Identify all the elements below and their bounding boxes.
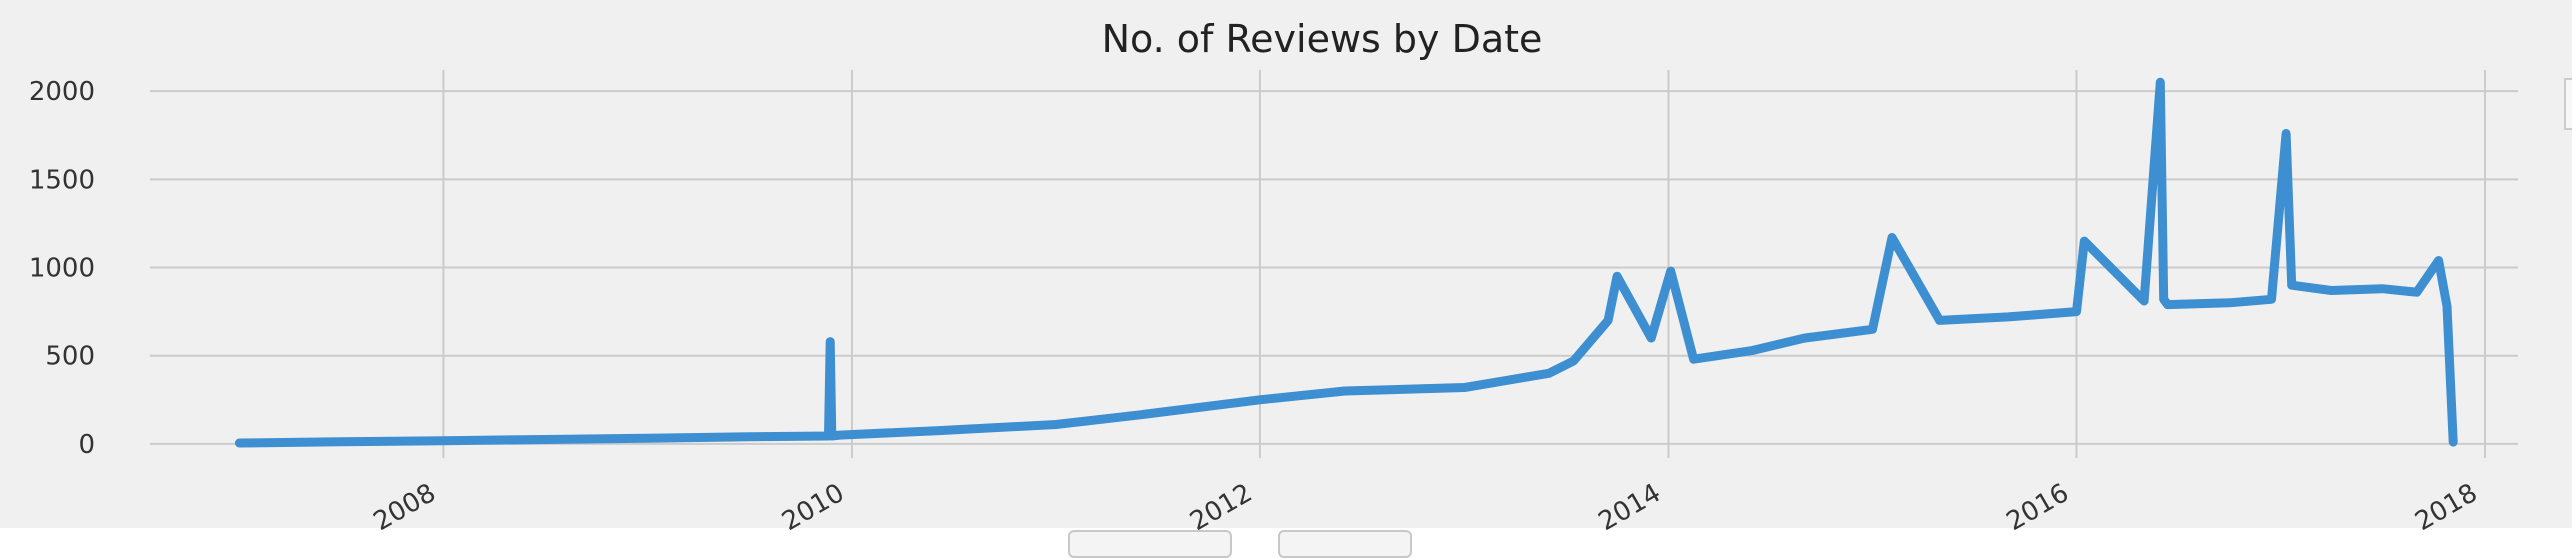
series-layer — [234, 77, 2458, 448]
chart-svg: 2008 2010 2012 2014 2016 20180500100015002000… — [0, 0, 2572, 537]
series-line — [234, 77, 2458, 448]
y-tick-label: 1500 — [29, 165, 95, 195]
legend-edge — [2564, 78, 2572, 130]
y-tick-label: 500 — [45, 342, 95, 372]
toolbar-button-right[interactable] — [1278, 530, 1412, 558]
chart-title: No. of Reviews by Date — [1102, 17, 1543, 61]
y-tick-label: 2000 — [29, 77, 95, 107]
toolbar-button-left[interactable] — [1068, 530, 1232, 558]
y-tick-label: 0 — [78, 430, 95, 460]
y-tick-label: 1000 — [29, 254, 95, 284]
grid-layer — [150, 70, 2518, 458]
